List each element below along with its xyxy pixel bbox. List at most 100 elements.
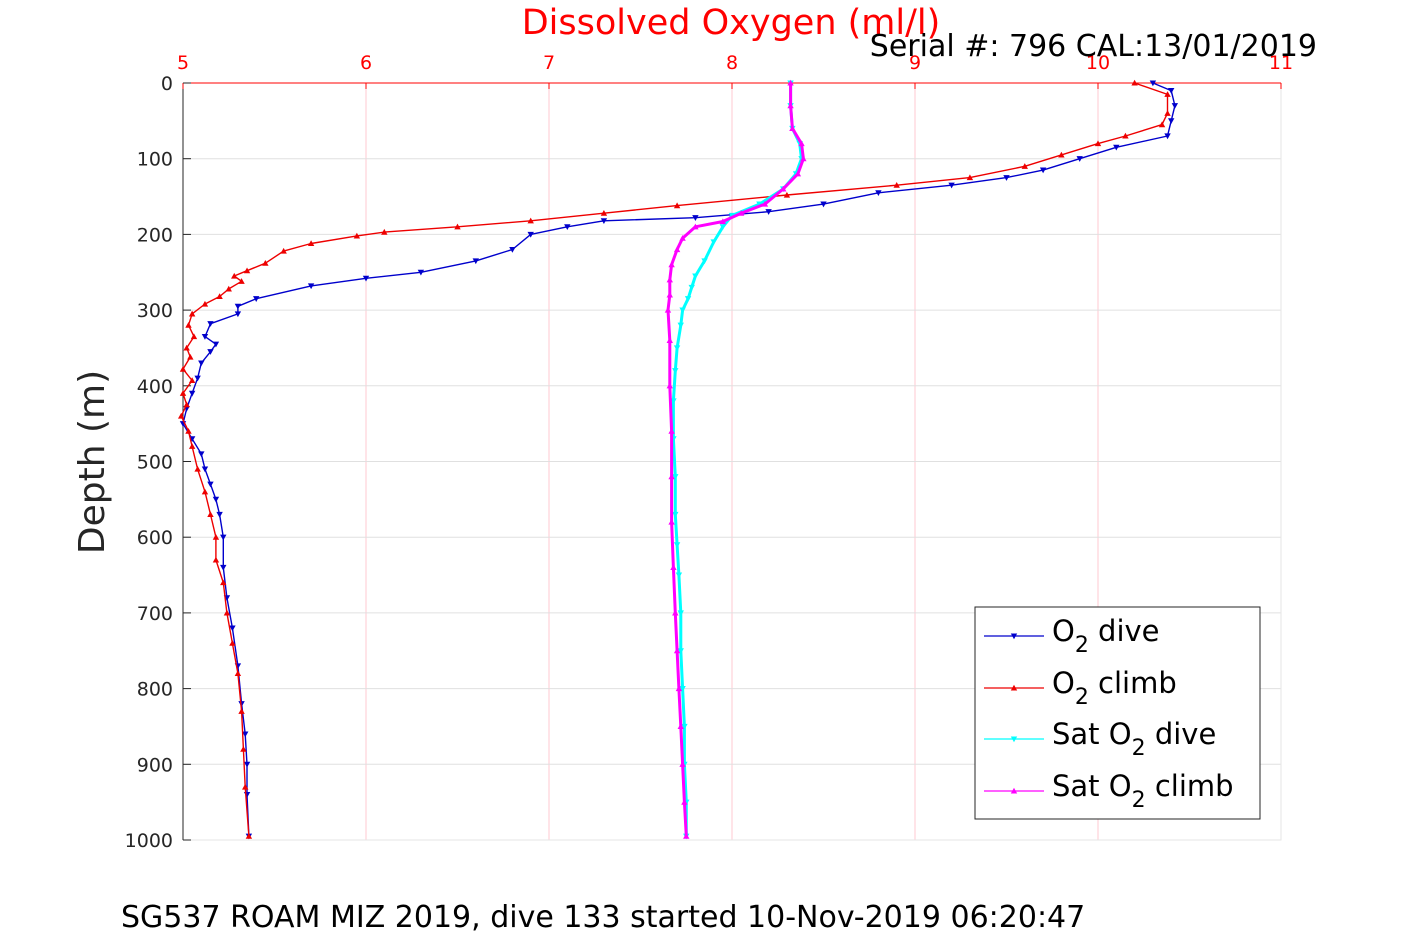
y-tick-label: 300 — [137, 300, 173, 322]
legend-item: Sat O2 climb — [984, 769, 1234, 813]
data-point — [761, 200, 769, 207]
data-point — [789, 125, 796, 131]
data-point — [787, 79, 794, 86]
data-point — [672, 511, 679, 518]
data-point — [765, 209, 772, 215]
legend-label-text: O — [1052, 614, 1075, 648]
data-point — [675, 685, 683, 692]
y-tick-label: 1000 — [125, 830, 173, 852]
data-point — [212, 341, 220, 348]
data-point — [216, 511, 223, 518]
data-point — [201, 466, 209, 473]
data-point — [1039, 167, 1047, 174]
data-point — [183, 401, 190, 408]
data-point — [681, 723, 688, 730]
legend-label: O2 climb — [1052, 666, 1177, 710]
data-point — [1122, 132, 1129, 139]
data-point — [179, 365, 187, 372]
data-point — [948, 182, 955, 189]
y-tick-label: 100 — [137, 149, 173, 171]
data-point — [1149, 80, 1157, 87]
legend-box — [974, 606, 1261, 820]
data-point — [692, 215, 699, 221]
data-point — [670, 564, 677, 571]
data-point — [681, 798, 688, 805]
data-point — [229, 639, 236, 646]
data-point — [756, 201, 763, 208]
legend-label-subscript: 2 — [1132, 736, 1146, 761]
data-point — [679, 234, 686, 241]
data-point — [672, 474, 679, 480]
data-point — [1171, 103, 1179, 109]
x-tick-label: 5 — [177, 52, 189, 74]
y-tick-label: 200 — [137, 224, 173, 246]
x-tick-label: 9 — [909, 52, 921, 74]
legend-label-text: dive — [1089, 614, 1160, 648]
data-point — [1094, 140, 1102, 147]
legend-label-text: climb — [1089, 666, 1177, 700]
data-point — [966, 174, 974, 181]
data-point — [207, 511, 214, 518]
data-point — [472, 258, 479, 265]
data-point — [1164, 91, 1171, 97]
legend-label-text: dive — [1146, 717, 1217, 751]
x-tick-label: 7 — [543, 52, 555, 74]
data-point — [353, 232, 361, 239]
data-point — [225, 285, 232, 292]
data-point — [188, 390, 196, 397]
y-tick-label: 800 — [137, 679, 173, 701]
data-point — [1164, 133, 1171, 140]
data-point — [800, 155, 807, 162]
y-tick-label: 400 — [137, 376, 173, 398]
data-point — [198, 360, 205, 367]
data-point — [677, 648, 684, 654]
data-point — [780, 185, 787, 192]
data-point — [677, 610, 684, 617]
data-point — [794, 170, 802, 177]
series-2 — [177, 79, 1171, 839]
x-tick-label: 11 — [1269, 52, 1293, 74]
data-point — [688, 284, 695, 291]
chart-subtitle: Serial #: 796 CAL:13/01/2019 — [870, 29, 1317, 64]
data-point — [664, 306, 672, 313]
data-point — [1168, 118, 1175, 125]
data-point — [666, 276, 673, 283]
legend-label-text: climb — [1146, 769, 1234, 803]
data-point — [673, 647, 681, 654]
data-point — [1076, 156, 1083, 162]
y-tick-label: 500 — [137, 452, 173, 474]
data-point — [875, 190, 882, 196]
data-point — [600, 210, 608, 216]
data-point — [188, 377, 196, 384]
data-point — [787, 102, 794, 109]
data-point — [229, 625, 236, 632]
data-point — [737, 210, 745, 216]
data-point — [673, 202, 681, 209]
y-tick-label: 900 — [137, 754, 173, 776]
data-point — [307, 283, 315, 290]
data-point — [666, 291, 673, 298]
data-point — [820, 201, 827, 208]
data-point — [243, 267, 251, 274]
data-point — [187, 353, 194, 360]
data-point — [701, 258, 708, 265]
data-point — [185, 322, 192, 328]
data-point — [212, 556, 220, 563]
data-point — [231, 272, 238, 279]
chart-title: Dissolved Oxygen (ml/l) — [522, 3, 941, 43]
data-point — [242, 783, 249, 790]
legend-swatch-marker — [1010, 684, 1018, 691]
legend-label: Sat O2 climb — [1052, 769, 1234, 813]
data-point — [1158, 121, 1166, 128]
data-point — [307, 240, 315, 247]
data-point — [719, 224, 727, 231]
series-line — [666, 83, 805, 837]
data-point — [201, 334, 209, 340]
data-point — [673, 542, 681, 548]
data-point — [679, 686, 686, 692]
data-point — [672, 609, 679, 616]
data-point — [893, 181, 900, 188]
data-point — [675, 572, 683, 579]
legend-item: Sat O2 dive — [984, 717, 1216, 761]
